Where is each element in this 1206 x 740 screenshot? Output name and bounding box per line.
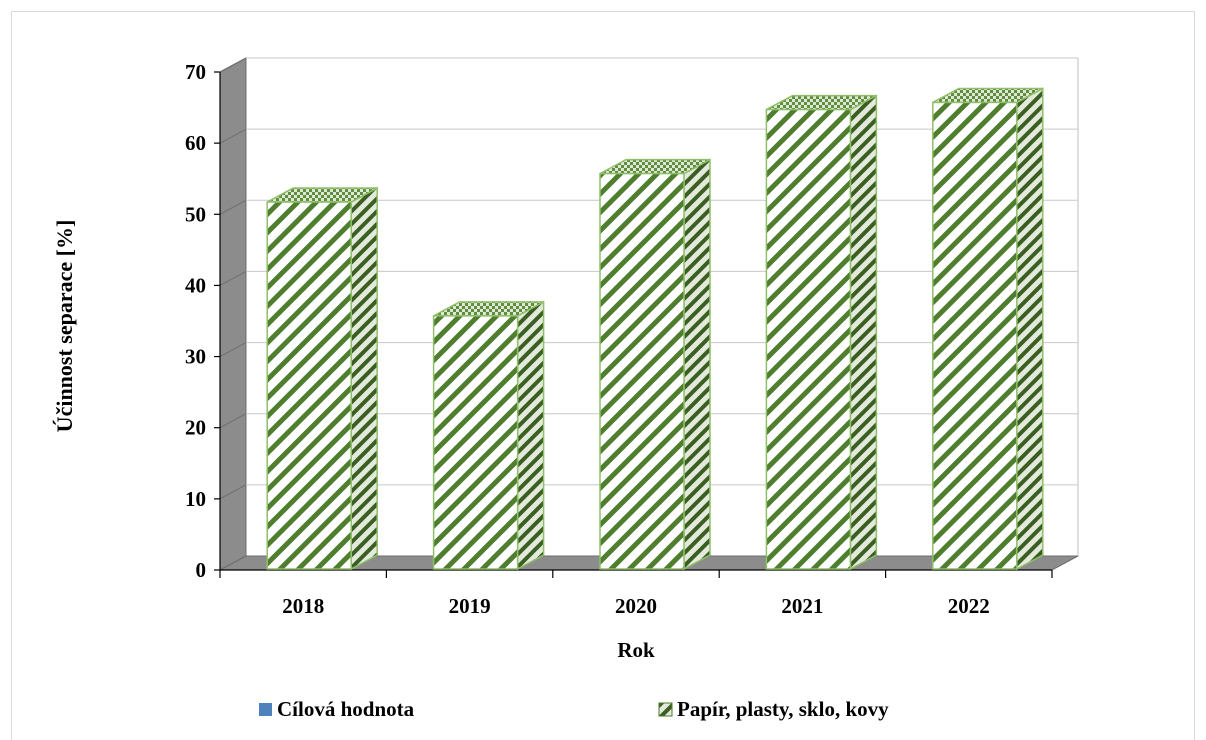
- x-axis-ticks: 2018 2019 2020 2021 2022: [219, 570, 1053, 618]
- bar-front: [765, 108, 852, 570]
- gridline-side: [219, 342, 247, 358]
- gridline-side: [219, 484, 247, 500]
- bar-2021: [765, 94, 878, 571]
- bar-2019: [432, 300, 545, 571]
- y-tick-label: 70: [185, 60, 206, 84]
- gridline-side: [219, 413, 247, 429]
- side-wall: [219, 57, 247, 571]
- bar-side: [683, 158, 711, 571]
- bar-front: [432, 315, 519, 570]
- x-tick-label: 2021: [781, 594, 823, 618]
- bar-2022: [932, 87, 1044, 571]
- x-tick-label: 2022: [948, 594, 990, 618]
- y-tick-label: 60: [185, 131, 206, 155]
- bar-side: [849, 94, 878, 571]
- bar-front: [599, 172, 685, 570]
- legend-label-cilova-hodnota: Cílová hodnota: [277, 697, 415, 721]
- y-tick-label: 30: [185, 345, 206, 369]
- bar-series: [266, 87, 1044, 571]
- bar-2018: [266, 186, 378, 571]
- bar-front: [266, 201, 352, 570]
- y-tick-label: 0: [196, 558, 207, 582]
- legend-label-papir-plasty-sklo-kovy: Papír, plasty, sklo, kovy: [677, 697, 889, 721]
- bar-2020: [599, 158, 711, 571]
- bar-front: [932, 101, 1018, 570]
- x-axis-title: Rok: [617, 638, 655, 662]
- bar-side: [516, 300, 545, 571]
- x-tick-label: 2019: [449, 594, 491, 618]
- y-axis-title: Účinnost separace [%]: [52, 220, 77, 433]
- gridline-side: [219, 199, 247, 215]
- y-tick-label: 50: [185, 202, 206, 226]
- legend-swatch-papir-plasty-sklo-kovy: [658, 702, 673, 717]
- gridline-side: [219, 128, 247, 144]
- x-tick-label: 2018: [282, 594, 324, 618]
- y-tick-label: 20: [185, 416, 206, 440]
- y-tick-label: 40: [185, 273, 206, 297]
- bar-side: [1016, 87, 1044, 571]
- legend-swatch-cilova-hodnota: [259, 703, 272, 716]
- gridline-side: [219, 57, 247, 73]
- y-tick-label: 10: [185, 487, 206, 511]
- chart-area: [11, 11, 1195, 740]
- legend: Cílová hodnota Papír, plasty, sklo, kovy: [259, 697, 889, 721]
- x-tick-label: 2020: [615, 594, 657, 618]
- y-axis-ticks: 0 10 20 30 40 50 60 70: [185, 60, 220, 582]
- bar-side: [350, 186, 378, 571]
- gridline-side: [219, 270, 247, 286]
